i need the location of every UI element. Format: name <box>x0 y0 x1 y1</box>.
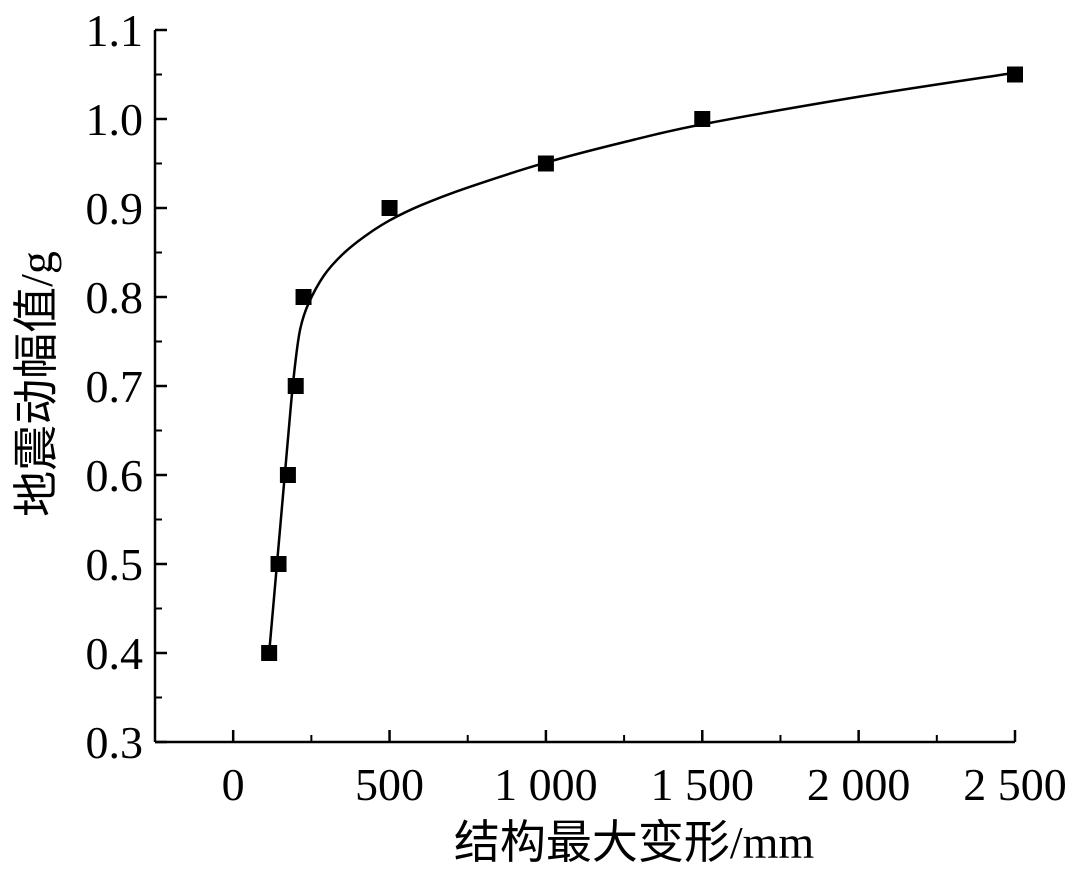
data-point-marker <box>261 645 278 661</box>
x-tick-label: 0 <box>222 759 245 810</box>
y-tick-label: 1.0 <box>86 94 144 145</box>
x-tick-label: 1 000 <box>494 759 598 810</box>
y-tick-label: 0.8 <box>86 272 144 323</box>
data-point-marker <box>279 467 296 483</box>
data-point-marker <box>381 200 398 216</box>
y-tick-label: 0.3 <box>86 717 144 768</box>
y-tick-label: 0.5 <box>86 539 144 590</box>
y-axis-label: 地震动幅值/g <box>11 251 62 517</box>
data-points <box>261 66 1023 661</box>
data-point-marker <box>694 111 711 127</box>
y-tick-label: 0.6 <box>86 450 144 501</box>
data-point-marker <box>1007 66 1023 83</box>
data-point-marker <box>295 289 312 305</box>
x-ticks: 0 500 1 000 1 500 2 000 2 500 <box>154 730 1067 810</box>
plot-area: 0 500 1 000 1 500 2 000 2 500 0.3 0.4 0.5 0.6 0.7… <box>86 5 1067 810</box>
y-tick-label: 1.1 <box>86 5 144 56</box>
y-tick-label: 0.4 <box>86 628 144 679</box>
data-point-marker <box>270 556 287 572</box>
x-tick-label: 2 000 <box>807 759 911 810</box>
fit-curve-line <box>267 71 1016 654</box>
data-point-marker <box>287 378 304 394</box>
x-tick-label: 500 <box>355 759 424 810</box>
y-tick-label: 0.9 <box>86 183 144 234</box>
x-tick-label: 1 500 <box>651 759 755 810</box>
x-axis-label: 结构最大变形/mm <box>454 817 815 868</box>
y-tick-label: 0.7 <box>86 361 144 412</box>
data-point-marker <box>537 155 554 172</box>
x-tick-label: 2 500 <box>963 759 1067 810</box>
y-ticks: 0.3 0.4 0.5 0.6 0.7 0.8 0.9 1.0 1.1 <box>86 5 167 768</box>
